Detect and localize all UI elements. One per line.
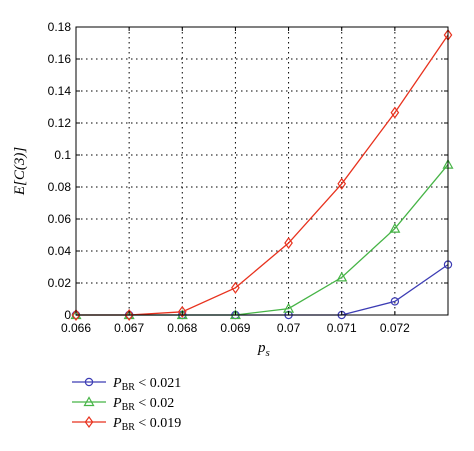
x-tick-label: 0.066 xyxy=(61,321,91,335)
x-tick-label: 0.069 xyxy=(220,321,250,335)
legend-label-1: PBR < 0.021 xyxy=(112,376,181,393)
y-tick-label: 0.04 xyxy=(48,244,72,258)
x-axis-label-subscript: s xyxy=(266,347,270,359)
y-tick-label: 0.14 xyxy=(48,84,72,98)
x-tick-label: 0.068 xyxy=(167,321,197,335)
series-line-1 xyxy=(76,264,449,316)
legend-label-main: P xyxy=(112,416,122,431)
data-point-series-2 xyxy=(336,271,348,282)
legend-label-2: PBR < 0.02 xyxy=(112,396,174,413)
data-point-series-3 xyxy=(124,308,134,322)
legend-label-3: PBR < 0.019 xyxy=(112,416,181,433)
y-axis-ticks: 0 0.02 0.04 0.06 0.08 0.1 0.12 0.14 0.16 0.18 xyxy=(48,20,448,322)
y-tick-label: 0.12 xyxy=(48,116,72,130)
x-axis-ticks: 0.066 0.067 0.068 0.069 0.07 0.071 0.072 xyxy=(61,27,410,335)
y-tick-label: 0 xyxy=(64,308,71,322)
legend-marker-2 xyxy=(83,396,95,407)
y-tick-label: 0.1 xyxy=(54,148,71,162)
x-tick-label: 0.07 xyxy=(277,321,301,335)
legend-label-value: < 0.019 xyxy=(135,416,181,431)
x-tick-label: 0.071 xyxy=(327,321,357,335)
data-point-series-3 xyxy=(390,106,400,119)
y-tick-label: 0.16 xyxy=(48,52,72,66)
legend-label-value: < 0.021 xyxy=(135,376,181,391)
series-line-3 xyxy=(76,34,449,316)
legend-label-main: P xyxy=(112,396,122,411)
plot-frame xyxy=(75,26,449,316)
data-point-series-3 xyxy=(231,281,240,294)
data-point-series-1 xyxy=(390,297,400,306)
data-point-series-3 xyxy=(177,305,187,318)
data-point-series-3 xyxy=(284,236,293,250)
legend-label-value: < 0.02 xyxy=(135,396,174,411)
data-point-series-3 xyxy=(337,177,347,190)
legend-marker-1 xyxy=(84,377,94,387)
legend-label-subscript: BR xyxy=(122,422,136,433)
legend-label-main: P xyxy=(112,376,122,391)
data-point-series-2 xyxy=(389,222,401,233)
x-axis-label-main: p xyxy=(257,340,266,356)
legend-marker-3 xyxy=(84,415,94,429)
x-tick-label: 0.067 xyxy=(114,321,144,335)
y-tick-label: 0.18 xyxy=(48,20,72,34)
y-tick-label: 0.02 xyxy=(48,276,72,290)
data-point-series-3 xyxy=(71,308,81,322)
x-tick-label: 0.072 xyxy=(380,321,410,335)
y-axis-label: E[C(3)] xyxy=(12,147,28,196)
x-axis-label: ps xyxy=(257,340,270,359)
legend-label-subscript: BR xyxy=(122,382,136,393)
grid-lines xyxy=(76,27,448,315)
legend-label-subscript: BR xyxy=(122,402,136,413)
y-tick-label: 0.08 xyxy=(48,180,72,194)
series-lines xyxy=(76,34,449,316)
y-tick-label: 0.06 xyxy=(48,212,72,226)
